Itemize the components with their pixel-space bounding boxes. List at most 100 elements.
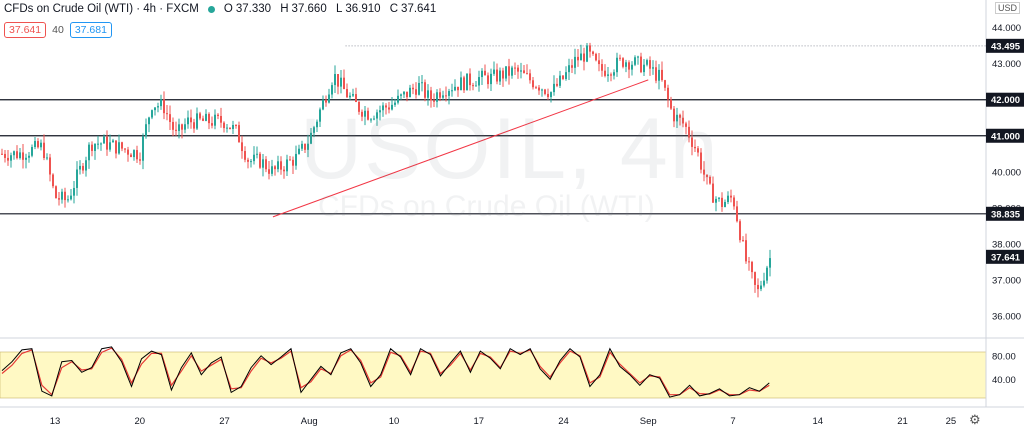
candle-body bbox=[733, 197, 735, 207]
candle-body bbox=[598, 60, 600, 65]
candle-body bbox=[499, 70, 501, 82]
open-value: 37.330 bbox=[235, 3, 272, 15]
candle-body bbox=[418, 82, 420, 95]
candle-body bbox=[238, 125, 240, 143]
x-tick-label: 27 bbox=[219, 416, 230, 427]
candle-body bbox=[205, 113, 207, 121]
candle-body bbox=[454, 86, 456, 91]
sell-price-button[interactable]: 37.641 bbox=[4, 22, 47, 38]
candle-body bbox=[469, 73, 471, 86]
candle-body bbox=[463, 77, 465, 91]
candle-body bbox=[670, 99, 672, 109]
candle-body bbox=[613, 72, 615, 76]
candle-body bbox=[52, 174, 54, 187]
candle-body bbox=[688, 126, 690, 138]
candle-body bbox=[211, 123, 213, 126]
candle-body bbox=[607, 74, 609, 76]
candle-body bbox=[445, 95, 447, 97]
ohlc-values: O 37.330 H 37.660 L 36.910 C 37.641 bbox=[223, 3, 437, 15]
candle-body bbox=[640, 56, 642, 73]
candle-body bbox=[538, 87, 540, 91]
candle-body bbox=[145, 124, 147, 137]
candle-body bbox=[481, 70, 483, 78]
symbol-title[interactable]: CFDs on Crude Oil (WTI) · 4h · FXCM bbox=[4, 3, 199, 15]
candle-body bbox=[151, 110, 153, 118]
candle-body bbox=[571, 65, 573, 68]
candle-body bbox=[424, 82, 426, 98]
candle-body bbox=[166, 113, 168, 115]
candle-body bbox=[430, 90, 432, 101]
candle-body bbox=[319, 109, 321, 122]
candle-body bbox=[523, 70, 525, 74]
stochastic-d-line bbox=[1, 347, 770, 396]
currency-label[interactable]: USD bbox=[995, 2, 1021, 14]
candle-body bbox=[511, 67, 513, 76]
candle-body bbox=[508, 66, 510, 76]
candle-body bbox=[127, 149, 129, 155]
candle-body bbox=[634, 57, 636, 65]
spread-value: 40 bbox=[52, 24, 64, 36]
symbol-watermark-subtitle: CFDs on Crude Oil (WTI) bbox=[318, 190, 655, 223]
candle-body bbox=[259, 153, 261, 168]
symbol-watermark: USOIL, 4h bbox=[300, 101, 720, 197]
candle-body bbox=[22, 152, 24, 160]
candle-body bbox=[67, 199, 69, 201]
candle-body bbox=[472, 85, 474, 87]
candle-body bbox=[691, 137, 693, 147]
candle-body bbox=[490, 73, 492, 85]
candle-body bbox=[130, 154, 132, 158]
candle-body bbox=[502, 70, 504, 79]
candle-body bbox=[460, 77, 462, 91]
x-tick-label: 21 bbox=[897, 416, 908, 427]
candle-body bbox=[628, 62, 630, 70]
buy-price-button[interactable]: 37.681 bbox=[69, 22, 112, 38]
candle-body bbox=[31, 147, 33, 156]
candle-body bbox=[169, 114, 171, 122]
candle-body bbox=[487, 75, 489, 85]
candle-body bbox=[115, 140, 117, 154]
candle-body bbox=[754, 272, 756, 285]
x-tick-label: 17 bbox=[473, 416, 484, 427]
candle-body bbox=[631, 64, 633, 70]
candle-body bbox=[37, 141, 39, 148]
candle-body bbox=[475, 85, 477, 87]
stoch-y-tick-label: 40.00 bbox=[992, 375, 1016, 386]
candle-body bbox=[712, 183, 714, 203]
candle-body bbox=[181, 124, 183, 130]
trendline bbox=[272, 79, 649, 218]
candles bbox=[1, 42, 771, 298]
bid-ask-row: 37.641 40 37.681 bbox=[4, 22, 112, 38]
high-value: 37.660 bbox=[291, 3, 327, 15]
x-tick-label: 20 bbox=[134, 416, 145, 427]
candle-body bbox=[442, 95, 444, 98]
stoch-y-tick-label: 80.00 bbox=[992, 351, 1016, 362]
candle-body bbox=[286, 159, 288, 172]
candle-body bbox=[427, 90, 429, 98]
candle-body bbox=[163, 99, 165, 114]
candle-body bbox=[175, 129, 177, 131]
candle-body bbox=[667, 87, 669, 100]
candle-body bbox=[478, 77, 480, 86]
candle-body bbox=[157, 106, 159, 108]
candle-body bbox=[376, 112, 378, 119]
candle-body bbox=[766, 267, 768, 281]
candle-body bbox=[718, 197, 720, 199]
settings-gear-icon[interactable]: ⚙ bbox=[969, 412, 981, 427]
candle-body bbox=[352, 94, 354, 96]
candle-body bbox=[28, 155, 30, 158]
candle-body bbox=[610, 74, 612, 76]
candle-body bbox=[97, 143, 99, 145]
candle-body bbox=[406, 91, 408, 98]
candle-body bbox=[274, 166, 276, 170]
candle-body bbox=[208, 113, 210, 124]
y-tick-label: 44.000 bbox=[992, 23, 1021, 34]
candle-body bbox=[40, 142, 42, 148]
candle-body bbox=[292, 159, 294, 166]
candle-body bbox=[421, 82, 423, 84]
candle-body bbox=[121, 142, 123, 149]
candle-body bbox=[745, 240, 747, 262]
candle-body bbox=[448, 91, 450, 96]
candle-body bbox=[514, 67, 516, 69]
candle-body bbox=[100, 143, 102, 145]
